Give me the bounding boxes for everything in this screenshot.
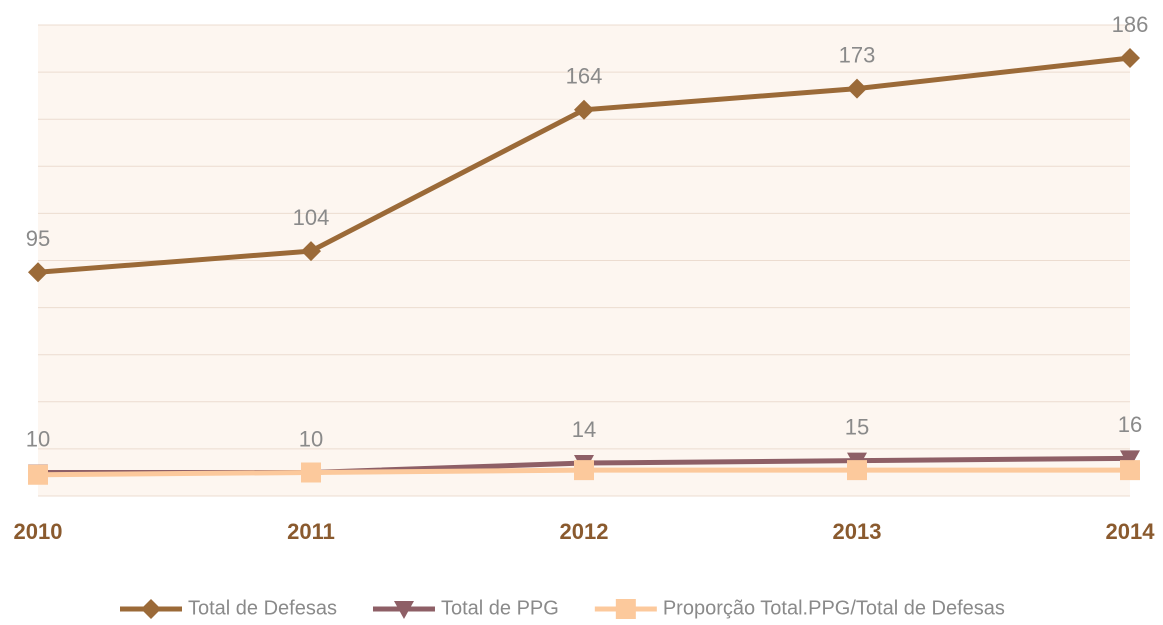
marker [301,462,321,483]
marker [847,460,867,481]
marker [1120,47,1140,68]
x-tick-label: 2011 [287,519,335,544]
data-label: 16 [1118,412,1142,437]
x-tick-label: 2010 [14,519,63,544]
marker [393,601,414,619]
data-label: 173 [839,42,876,67]
marker [574,99,594,120]
marker [141,599,161,619]
marker [1120,450,1140,469]
marker [574,460,594,481]
marker [1120,460,1140,481]
x-tick-label: 2012 [560,519,609,544]
marker [847,78,867,99]
marker [28,464,48,485]
data-label: 186 [1112,12,1149,37]
data-label: 14 [572,417,596,442]
data-label: 10 [26,426,50,451]
legend-label: Proporção Total.PPG/Total de Defesas [663,597,1005,619]
data-label: 164 [566,64,603,89]
data-label: 104 [293,205,330,230]
marker [615,599,636,619]
data-label: 95 [26,226,50,251]
marker [301,241,321,262]
data-label: 10 [299,426,323,451]
data-label: 15 [845,414,869,439]
legend-label: Total de Defesas [188,597,337,619]
x-tick-label: 2014 [1106,519,1156,544]
x-tick-label: 2013 [833,519,882,544]
legend-label: Total de PPG [441,597,559,619]
marker [28,262,48,283]
